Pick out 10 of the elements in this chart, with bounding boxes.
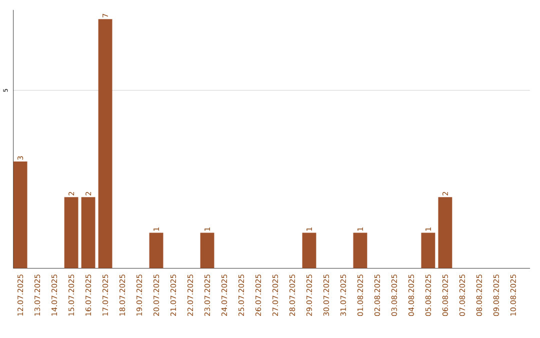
bar — [64, 197, 78, 268]
bar — [302, 232, 316, 268]
bar — [438, 197, 452, 268]
bar — [13, 162, 28, 268]
bar — [200, 232, 214, 268]
bar — [353, 232, 368, 268]
bar — [149, 232, 164, 268]
bar — [421, 232, 436, 268]
bar — [81, 197, 96, 268]
bar — [98, 19, 112, 268]
